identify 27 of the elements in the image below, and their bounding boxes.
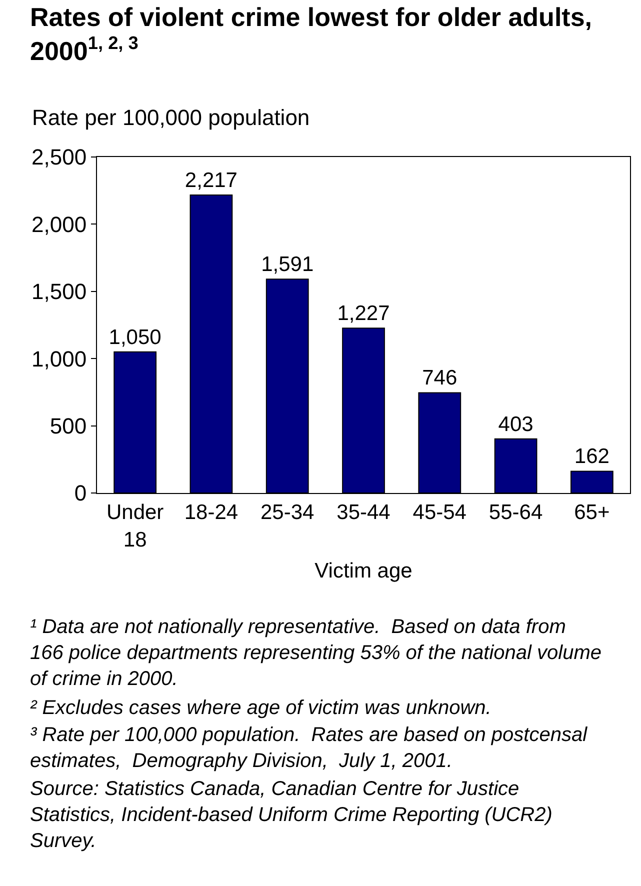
y-tick-label: 0 (74, 480, 87, 506)
y-tick-label: 1,000 (32, 346, 87, 372)
data-label: 162 (574, 445, 610, 468)
data-label: 746 (422, 366, 458, 390)
y-tick-label: 500 (50, 414, 87, 438)
text: ² Excludes cases where age of victim was unknown. (30, 697, 492, 719)
data-label: 1,227 (337, 302, 390, 326)
x-axis-title: Victim age (314, 560, 412, 583)
source-note: Source: Statistics Canada, Canadian Centre for Justice Statistics, Incident-based Uniform Crime Reporting (UCR2) Survey. (30, 778, 552, 852)
text: ¹ Data are not nationally representative. Based on data from 166 police departments representing 53% of the national volume of crime in 2000. (30, 616, 602, 690)
data-label: 1,591 (261, 253, 314, 276)
x-tick-label: 35-44 (336, 501, 391, 524)
x-tick-label: 55-64 (488, 501, 543, 524)
y-axis-title: Rate per 100,000 population (32, 105, 310, 130)
data-label: 2,217 (184, 169, 238, 192)
x-tick-label: 25-34 (260, 501, 315, 524)
data-label: 403 (498, 412, 534, 436)
y-tick-label: 2,000 (32, 212, 87, 237)
x-tick-label: 45-54 (412, 501, 467, 524)
x-tick-label: Under 18 (106, 501, 164, 552)
data-label: 1,050 (108, 326, 162, 349)
text: ³ Rate per 100,000 population. Rates are based on postcensal estimates, Demography Division, July 1, 2001. (30, 724, 588, 772)
y-tick-label: 1,500 (32, 279, 87, 304)
x-tick-label: 65+ (574, 501, 610, 524)
chart-title: Rates of violent crime lowest for older adults, 2000$^{1, 2, 3}$ (30, 2, 592, 66)
x-tick-label: 18-24 (184, 501, 238, 524)
y-tick-label: 2,500 (32, 144, 87, 170)
